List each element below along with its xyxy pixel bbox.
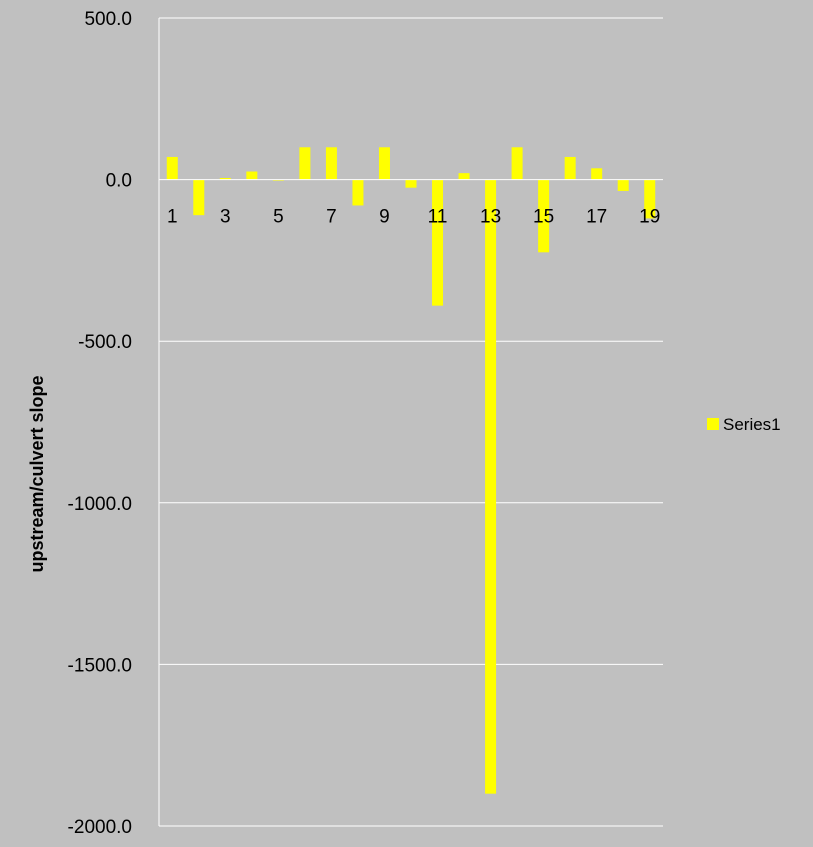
bar [432, 179, 444, 306]
x-tick-label: 1 [167, 207, 178, 228]
bar [219, 177, 231, 180]
x-tick-label: 13 [480, 207, 501, 228]
y-tick-label: -1000.0 [68, 494, 132, 515]
x-tick-label: 15 [533, 207, 554, 228]
bar [644, 179, 656, 219]
bar [564, 156, 576, 180]
x-tick-label: 9 [379, 207, 390, 228]
bar [378, 147, 390, 180]
x-tick-label: 11 [428, 207, 448, 228]
x-tick-label: 7 [326, 207, 337, 228]
bar [299, 147, 311, 180]
legend-label-series1: Series1 [723, 415, 781, 434]
bar [511, 147, 523, 180]
bar [617, 179, 629, 191]
bar [166, 156, 178, 180]
gridlines [159, 17, 663, 827]
y-tick-label: 0.0 [106, 171, 132, 192]
bar [591, 168, 603, 180]
y-tick-label: -2000.0 [68, 817, 132, 838]
legend-swatch-series1 [707, 418, 719, 430]
legend: Series1 [707, 415, 781, 434]
x-tick-label: 19 [639, 207, 660, 228]
bar [246, 171, 258, 180]
bar [193, 179, 205, 216]
x-tick-label: 3 [220, 207, 231, 228]
bars [166, 147, 656, 794]
bar [458, 173, 470, 180]
bar [352, 179, 364, 206]
bar [485, 179, 497, 794]
y-tick-label: -1500.0 [68, 655, 132, 676]
axes [158, 18, 663, 826]
x-tick-labels: 1 3 5 7 9 11 13 15 17 19 [167, 207, 660, 228]
y-tick-labels: 500.0 0.0 -500.0 -1000.0 -1500.0 -2000.0 [68, 9, 132, 838]
bar [538, 179, 550, 253]
bar [325, 147, 337, 180]
bar [405, 179, 417, 188]
y-tick-label: 500.0 [84, 9, 132, 30]
x-tick-label: 5 [273, 207, 284, 228]
y-axis-label: upstream/culvert slope [27, 375, 47, 572]
y-tick-label: -500.0 [78, 332, 132, 353]
x-tick-label: 17 [586, 207, 607, 228]
